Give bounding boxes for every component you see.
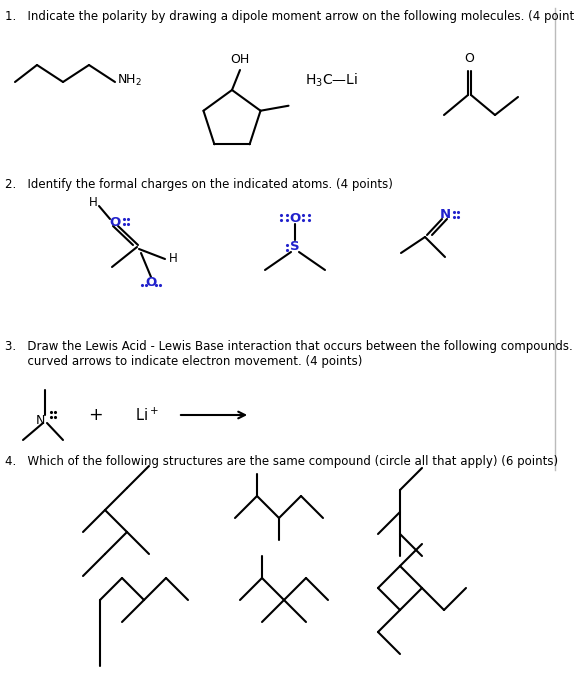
Text: H$_3$C—Li: H$_3$C—Li — [305, 71, 358, 89]
Text: O: O — [145, 276, 157, 289]
Text: N: N — [440, 209, 451, 221]
Text: curved arrows to indicate electron movement. (4 points): curved arrows to indicate electron movem… — [5, 355, 362, 368]
Text: 2.   Identify the formal charges on the indicated atoms. (4 points): 2. Identify the formal charges on the in… — [5, 178, 393, 191]
Text: 1.   Indicate the polarity by drawing a dipole moment arrow on the following mol: 1. Indicate the polarity by drawing a di… — [5, 10, 574, 23]
Text: N: N — [36, 413, 45, 426]
Text: Li$^+$: Li$^+$ — [135, 407, 159, 424]
Text: O: O — [110, 216, 121, 229]
Text: O: O — [464, 52, 474, 65]
Text: H: H — [88, 196, 98, 209]
Text: NH$_2$: NH$_2$ — [117, 72, 142, 88]
Text: OH: OH — [230, 53, 250, 66]
Text: 4.   Which of the following structures are the same compound (circle all that ap: 4. Which of the following structures are… — [5, 455, 558, 468]
Text: H: H — [169, 252, 178, 265]
Text: O: O — [289, 212, 301, 225]
Text: S: S — [290, 240, 300, 252]
Text: +: + — [88, 406, 102, 424]
Text: 3.   Draw the Lewis Acid - Lewis Base interaction that occurs between the follow: 3. Draw the Lewis Acid - Lewis Base inte… — [5, 340, 574, 353]
